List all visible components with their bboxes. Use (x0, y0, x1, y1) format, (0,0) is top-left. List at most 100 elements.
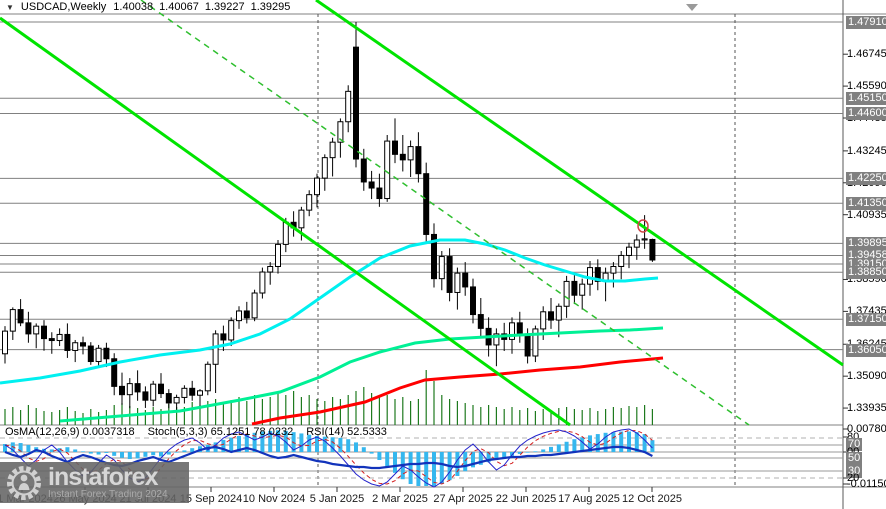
indicator-axis-label: 0.0078000 (847, 423, 886, 435)
candle-body (532, 328, 539, 357)
candle-body (626, 246, 632, 256)
candle-body (220, 333, 227, 341)
candle-body (197, 390, 203, 396)
stoch-label: Stoch(5,3,3) 65.1251 78.0232 (147, 426, 294, 438)
candle-body (212, 333, 219, 365)
price-level-badge: 1.37150 (846, 313, 886, 327)
indicator-level-badge: 70 (846, 438, 863, 451)
stoch-signal-line (4, 429, 653, 485)
candle-body (95, 347, 102, 363)
candle-body (251, 292, 258, 319)
trendline-upper-channel (315, 0, 844, 367)
candle-body (579, 283, 586, 296)
candle-body (399, 153, 406, 161)
ohlc-open: 1.40038 (113, 1, 154, 13)
candle-body (337, 121, 344, 143)
trendline-inner-dashed (140, 0, 750, 426)
candle-body (87, 345, 94, 363)
candle-body (25, 322, 32, 335)
ohlc-close: 1.39295 (250, 1, 291, 13)
candle-body (368, 181, 375, 189)
price-label: 1.45590 (847, 80, 886, 93)
candle-body (446, 256, 453, 293)
candle-body (150, 383, 157, 401)
price-level-badge: 1.39895 (846, 237, 886, 251)
chart-title: ▼ USDCAD,Weekly 1.40038 1.40067 1.39227 … (6, 1, 290, 13)
trendline-lower-channel (0, 16, 571, 427)
candle-body (470, 286, 476, 316)
candle-body (33, 325, 40, 335)
rsi-label: RSI(14) 52.5333 (306, 426, 387, 438)
candle-body (353, 46, 359, 160)
date-label: 27 Apr 2025 (433, 493, 493, 505)
date-label: 12 Oct 2025 (622, 493, 682, 505)
candle-body (189, 387, 196, 396)
candle-body (649, 238, 656, 261)
candle-body (509, 322, 515, 340)
price-axis: 1.467451.455901.444351.432451.420901.409… (844, 0, 886, 509)
candle-body (407, 146, 414, 161)
indicator-level-badge: 30 (846, 465, 863, 478)
candle-body (259, 271, 266, 294)
date-label: 2 Mar 2025 (372, 493, 428, 505)
candle-body (587, 267, 593, 285)
candle-body (423, 173, 430, 235)
indicator-axis-label: 20 (847, 472, 860, 484)
candle-body (9, 309, 16, 332)
candle-body (431, 233, 437, 280)
candle-body (540, 311, 547, 330)
candle-body (415, 146, 422, 175)
candle-body (360, 158, 367, 183)
candle-body (64, 333, 71, 351)
candle-body (314, 177, 320, 196)
price-level-badge: 1.38850 (846, 266, 886, 280)
candle-body (298, 209, 305, 229)
ohlc-low: 1.39227 (204, 1, 245, 13)
indicator-header: OsMA(12,26,9) 0.0037318 Stoch(5,3,3) 65.… (5, 426, 387, 438)
candle-body (594, 267, 601, 282)
candle-body (548, 311, 554, 321)
candle-body (516, 322, 523, 335)
price-label: 1.43245 (847, 144, 886, 157)
candle-body (111, 358, 118, 387)
candle-body (142, 391, 149, 401)
symbol-timeframe: USDCAD,Weekly (20, 1, 107, 13)
ma-mid-line (59, 326, 664, 423)
price-level-badge: 1.44600 (846, 107, 886, 121)
candle-body (571, 280, 578, 296)
candle-body (243, 310, 250, 319)
indicator-axis-label: -0.0115050 (847, 478, 886, 490)
candle-body (555, 305, 562, 321)
candle-body (48, 338, 55, 342)
chart-dropdown-icon[interactable]: ▼ (6, 2, 14, 12)
price-label: 1.35090 (847, 370, 886, 383)
candle-body (2, 330, 8, 355)
candle-body (126, 383, 133, 396)
date-label: 15 Sep 2024 (179, 493, 243, 505)
candle-body (610, 265, 617, 274)
candle-body (454, 272, 461, 293)
osma-label: OsMA(12,26,9) 0.0037318 (5, 426, 135, 438)
candle-body (462, 272, 469, 288)
highlight-circle-annotation (637, 219, 649, 233)
ohlc-values: 1.40038 1.40067 1.39227 1.39295 (113, 1, 290, 13)
watermark-tagline: Instant Forex Trading 2024 (48, 489, 168, 500)
candle-body (282, 221, 289, 245)
candle-body (204, 363, 211, 392)
candle-body (524, 333, 531, 357)
candle-body (641, 238, 648, 241)
candle-body (392, 140, 398, 155)
ohlc-high: 1.40067 (159, 1, 199, 13)
date-label: 10 Nov 2024 (242, 493, 306, 505)
price-label: 1.46745 (847, 48, 886, 61)
candle-body (563, 280, 570, 307)
instaforex-gear-logo-icon (7, 465, 41, 500)
candle-body (134, 383, 141, 393)
watermark-brand: instaforex (48, 463, 158, 491)
ma-fast-line (0, 238, 659, 385)
candle-body (41, 325, 47, 340)
price-level-badge: 1.42250 (846, 172, 886, 186)
stoch-main-line (4, 428, 653, 488)
